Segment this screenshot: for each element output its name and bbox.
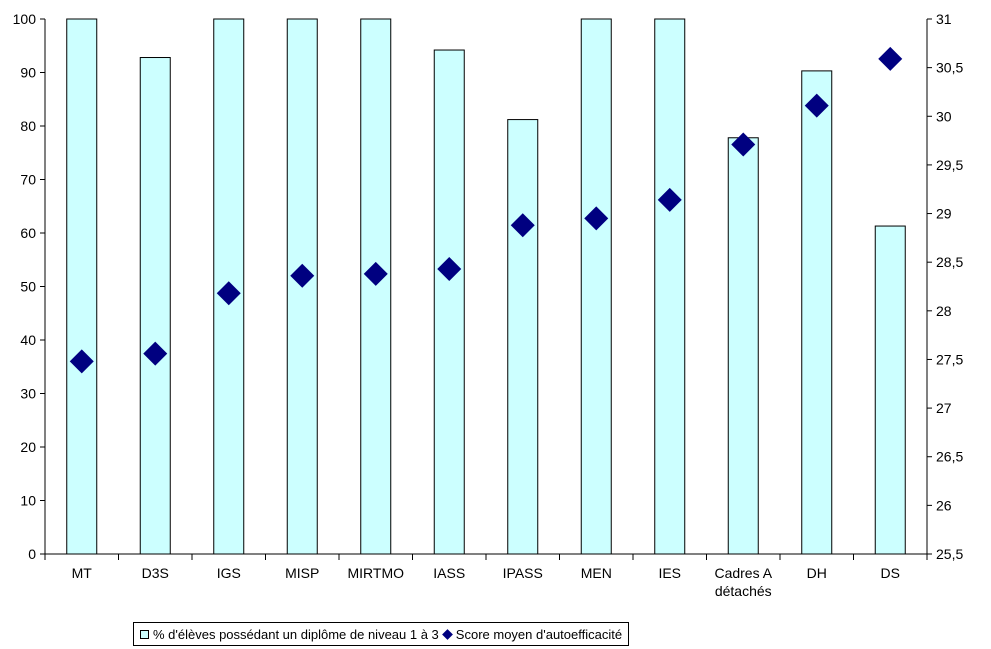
bar-0 — [66, 18, 98, 555]
left-tick-label-6: 60 — [20, 225, 36, 241]
marker-2 — [216, 281, 241, 306]
bar-7 — [580, 18, 612, 555]
marker-6 — [510, 213, 535, 238]
x-tick-label-6: IPASS — [503, 565, 543, 581]
marker-7 — [584, 206, 609, 231]
marker-5 — [437, 256, 462, 281]
marker-10 — [804, 93, 829, 118]
x-tick-label-3: MISP — [285, 565, 319, 581]
markers-layer — [69, 46, 903, 374]
marker-11 — [878, 46, 903, 71]
bars-layer — [66, 18, 906, 555]
marker-1 — [143, 341, 168, 366]
right-tick-label-9: 30 — [936, 108, 952, 124]
left-tick-label-3: 30 — [20, 386, 36, 402]
left-tick-label-1: 10 — [20, 493, 36, 509]
right-tick-label-3: 27 — [936, 400, 952, 416]
bar-8 — [654, 18, 686, 555]
legend: % d'élèves possédant un diplôme de nivea… — [133, 622, 630, 646]
marker-0 — [69, 349, 94, 374]
legend-label-markers: Score moyen d'autoefficacité — [455, 626, 623, 642]
left-tick-label-9: 90 — [20, 65, 36, 81]
right-tick-label-8: 29,5 — [936, 157, 963, 173]
right-tick-label-11: 31 — [936, 11, 952, 27]
left-tick-label-4: 40 — [20, 332, 36, 348]
legend-swatch-bars — [140, 629, 149, 639]
bar-9 — [727, 137, 759, 555]
left-tick-label-2: 20 — [20, 439, 36, 455]
bar-1 — [139, 57, 171, 555]
bar-10 — [801, 70, 833, 555]
right-tick-label-0: 25,5 — [936, 546, 963, 562]
legend-label-bars: % d'élèves possédant un diplôme de nivea… — [153, 626, 439, 642]
left-tick-label-8: 80 — [20, 118, 36, 134]
x-tick-label-4: MIRTMO — [347, 565, 404, 581]
x-tick-label-11: DS — [881, 565, 900, 581]
legend-item-bars: % d'élèves possédant un diplôme de nivea… — [140, 627, 439, 642]
marker-3 — [290, 263, 315, 288]
x-tick-label-0: MT — [72, 565, 93, 581]
left-tick-label-0: 0 — [28, 546, 36, 562]
x-tick-label-8: IES — [658, 565, 681, 581]
axes-layer: 0 10 20 30 40 50 60 70 80 90 100 25,5 26 26,5 27 27,5 28… — [13, 11, 964, 599]
marker-9 — [731, 132, 756, 157]
right-tick-label-10: 30,5 — [936, 60, 963, 76]
legend-item-markers: Score moyen d'autoefficacité — [441, 626, 623, 642]
right-tick-label-6: 28,5 — [936, 254, 963, 270]
right-tick-label-2: 26,5 — [936, 449, 963, 465]
right-tick-label-1: 26 — [936, 497, 952, 513]
bar-4 — [360, 18, 392, 555]
x-tick-label-1: D3S — [142, 565, 169, 581]
bar-5 — [433, 49, 465, 555]
left-tick-label-7: 70 — [20, 172, 36, 188]
x-tick-label-5: IASS — [433, 565, 465, 581]
marker-8 — [657, 187, 682, 212]
x-tick-label-7: MEN — [581, 565, 612, 581]
left-tick-label-5: 50 — [20, 279, 36, 295]
bar-11 — [874, 225, 906, 555]
right-tick-label-5: 28 — [936, 303, 952, 319]
x-tick-label-10: DH — [807, 565, 827, 581]
left-tick-label-10: 100 — [13, 11, 37, 27]
bar-6 — [507, 119, 539, 555]
x-tick-label-2: IGS — [217, 565, 241, 581]
right-tick-label-7: 29 — [936, 206, 952, 222]
legend-swatch-markers — [441, 628, 453, 640]
marker-4 — [363, 261, 388, 286]
right-tick-label-4: 27,5 — [936, 351, 963, 367]
